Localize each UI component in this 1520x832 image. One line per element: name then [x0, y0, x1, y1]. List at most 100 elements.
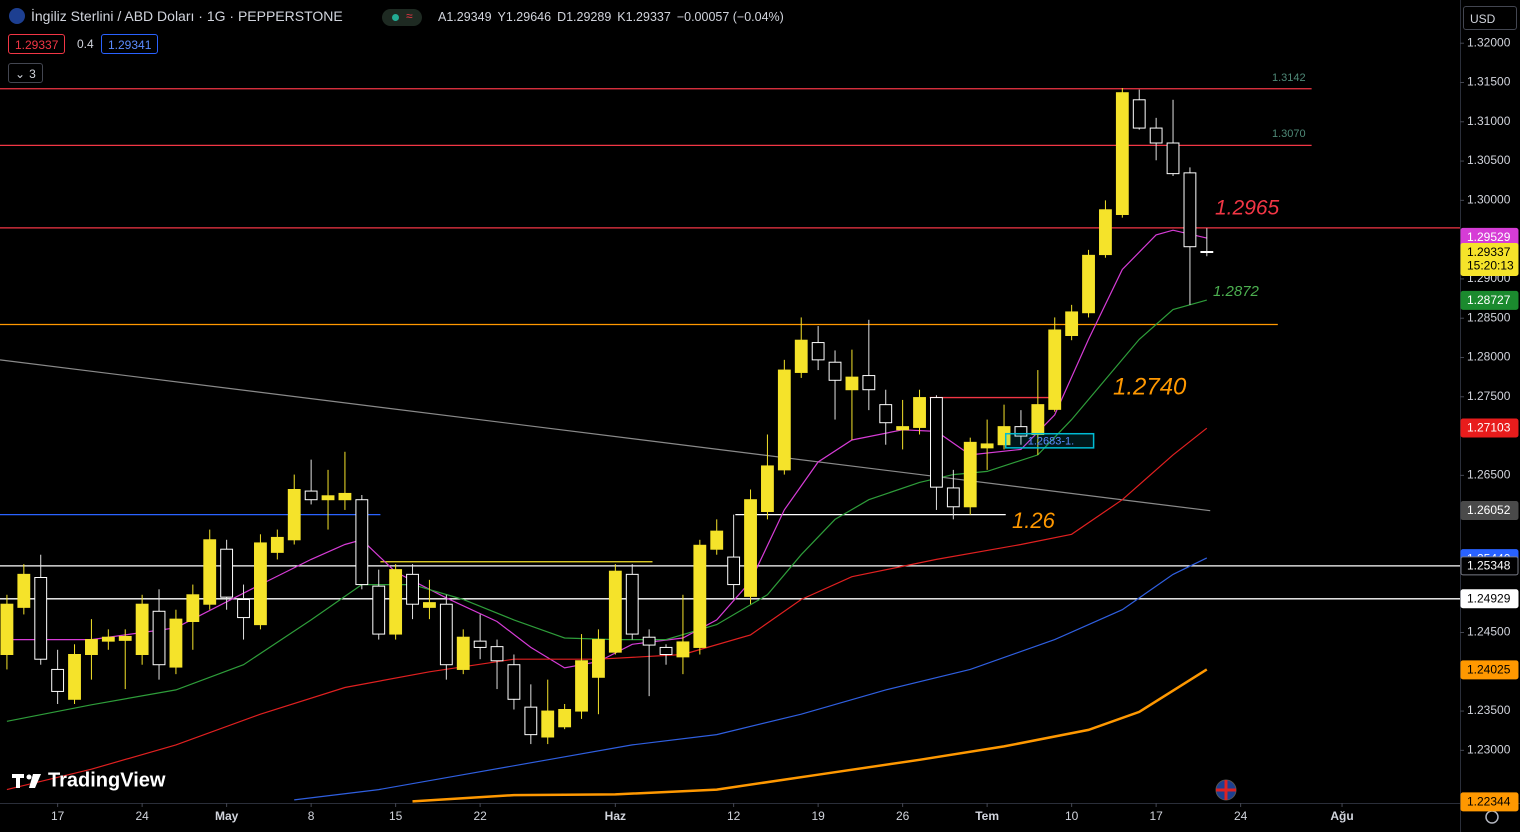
ohlc-value: 1.29289 [566, 10, 612, 24]
candle-body [372, 585, 386, 635]
indicators-toggle[interactable]: ⌄ 3 [8, 63, 43, 83]
y-tick-label: 1.30000 [1467, 193, 1511, 207]
price-label: 1.29529 [1467, 230, 1511, 244]
ohlc-value: 1.29349 [446, 10, 492, 24]
candle-body [1132, 99, 1146, 129]
candle-body [777, 369, 791, 471]
spread: 0.4 [77, 37, 94, 51]
candle-body [1065, 311, 1079, 336]
annotation: 1.3070 [1272, 128, 1306, 140]
candle-body [321, 495, 335, 501]
x-tick-label: 17 [1149, 809, 1163, 823]
moving-average [412, 668, 1208, 803]
candle-body [1115, 92, 1129, 215]
candle-body [879, 404, 893, 424]
trend-line [0, 359, 1211, 512]
candle-body [710, 530, 724, 550]
candle-body [456, 636, 470, 670]
candle-body [862, 375, 876, 391]
candle-body [473, 640, 487, 648]
candle-body [828, 361, 842, 381]
y-tick-label: 1.28500 [1467, 310, 1511, 324]
x-tick-label: 15 [389, 809, 403, 823]
candle-body [541, 710, 555, 738]
buy-button[interactable]: 1.29341 [101, 34, 159, 54]
candle-body [68, 654, 81, 700]
x-tick-label: 24 [135, 809, 149, 823]
currency-button[interactable]: USD [1463, 6, 1517, 30]
candle-body [406, 573, 419, 605]
candle-body [913, 397, 926, 428]
y-tick-label: 1.32000 [1467, 35, 1511, 49]
candle-body [186, 594, 200, 622]
price-label-bg [1460, 556, 1519, 576]
candle-body [118, 635, 132, 641]
x-tick-label: 8 [308, 809, 315, 823]
candle-body [963, 441, 977, 508]
ohlc-value: 1.29646 [505, 10, 552, 24]
y-tick-label: 1.28000 [1467, 350, 1511, 364]
candle-body [507, 664, 521, 700]
x-tick-label: Ağu [1330, 809, 1353, 823]
x-tick-label: Haz [605, 809, 626, 823]
y-tick-label: 1.24500 [1467, 625, 1511, 639]
y-tick-label: 1.31500 [1467, 75, 1511, 89]
candle-body [101, 636, 115, 642]
candle-body [1082, 254, 1095, 314]
candle-body [135, 603, 149, 656]
candle-body [625, 573, 639, 635]
candle-body [794, 339, 808, 373]
x-tick-label: 19 [811, 809, 825, 823]
sell-button[interactable]: 1.29337 [8, 34, 66, 54]
x-tick-label: 26 [896, 809, 910, 823]
candle-body [34, 577, 48, 660]
candle-body [1048, 329, 1062, 410]
candle-body [304, 490, 318, 501]
ohlc-row: A1.29349 Y1.29646 D1.29289 K1.29337 −0.00057… [438, 10, 784, 24]
y-tick-label: 1.23000 [1467, 743, 1511, 757]
candle-body [946, 487, 960, 508]
price-label-bg [1460, 501, 1519, 521]
annotation: 1.2740 [1113, 373, 1187, 400]
candle-body [203, 539, 217, 605]
candle-body [237, 599, 250, 619]
candle-body [676, 641, 690, 658]
symbol-row: İngiliz Sterlini / ABD Doları · 1G · PEP… [9, 8, 343, 24]
symbol-title[interactable]: İngiliz Sterlini / ABD Doları · 1G · PEP… [31, 8, 343, 24]
candle-body [85, 639, 98, 655]
logo-text: TradingView [48, 769, 166, 791]
moving-average [6, 299, 1207, 722]
countdown: 15:20:13 [1467, 259, 1514, 273]
indicators-count: 3 [29, 67, 36, 81]
candle-body [608, 570, 622, 653]
y-tick-label: 1.23500 [1467, 703, 1511, 717]
price-label-bg [1460, 418, 1519, 438]
candle-body [1099, 209, 1112, 256]
price-label: 1.26052 [1467, 503, 1511, 517]
candle-body [896, 426, 910, 431]
ohlc-key: A [438, 10, 447, 24]
x-tick-label: Tem [975, 809, 999, 823]
candle-body [761, 465, 774, 512]
candle-body [811, 342, 825, 361]
ohlc-key: Y [497, 10, 506, 24]
candle-body [1200, 251, 1214, 254]
candle-body [727, 556, 741, 586]
market-status[interactable]: ≈ [382, 9, 422, 26]
price-label: 1.22344 [1467, 795, 1511, 809]
candle-body [575, 660, 588, 712]
range-box-label: 1.2683-1. [1028, 436, 1074, 448]
plot-area: 1.2683-1. 1.3142 1.3070 1.2965 1.2872 1.2740 1… [0, 72, 1460, 803]
price-label: 1.28727 [1467, 293, 1511, 307]
candle-body [524, 706, 538, 736]
candle-body [558, 709, 572, 728]
x-tick-label: 24 [1234, 809, 1248, 823]
candle-body [930, 397, 943, 488]
candle-body [287, 489, 301, 541]
price-label: 1.25348 [1467, 559, 1511, 573]
candle-body [1166, 142, 1180, 175]
y-tick-label: 1.30500 [1467, 153, 1511, 167]
